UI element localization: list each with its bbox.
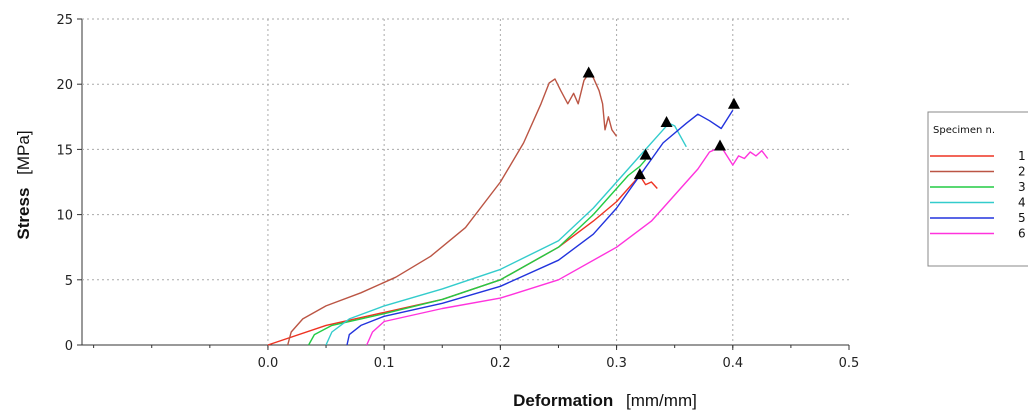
legend-label-4: 4 — [1018, 196, 1026, 210]
x-tick-label: 0.4 — [722, 356, 743, 371]
y-axis-title-main: Stress — [14, 188, 33, 240]
legend-label-2: 2 — [1018, 165, 1026, 179]
y-tick-label: 25 — [56, 13, 73, 28]
y-tick-label: 20 — [56, 78, 73, 93]
series-group — [268, 74, 768, 345]
series-line-5 — [347, 110, 733, 345]
x-tick-label: 0.5 — [839, 356, 860, 371]
legend-title: Specimen n. — [933, 125, 995, 136]
x-tick-label: 0.2 — [490, 356, 511, 371]
y-tick-label: 0 — [65, 339, 73, 354]
x-axis-title-main: Deformation — [513, 391, 613, 410]
legend-label-3: 3 — [1018, 180, 1026, 194]
y-axis-title-unit: [MPa] — [14, 130, 33, 174]
series-line-6 — [367, 147, 768, 345]
x-tick-label: 0.1 — [374, 356, 395, 371]
x-tick-label: 0.0 — [258, 356, 279, 371]
y-tick-label: 10 — [56, 209, 73, 224]
x-axis-title-unit: [mm/mm] — [626, 391, 697, 410]
y-axis-title: Stress [MPa] — [14, 130, 33, 239]
peak-marker-4 — [661, 116, 673, 127]
series-line-4 — [326, 123, 686, 345]
series-line-2 — [288, 74, 617, 345]
legend-label-6: 6 — [1018, 227, 1026, 241]
x-axis-title: Deformation [mm/mm] — [513, 391, 697, 410]
x-tick-label: 0.3 — [606, 356, 627, 371]
peak-marker-2 — [583, 66, 595, 77]
legend-label-1: 1 — [1018, 149, 1026, 163]
x-axis: 0.0 0.1 0.2 0.3 0.4 0.5 — [94, 345, 860, 371]
peak-marker-5 — [728, 98, 740, 109]
y-tick-label: 5 — [65, 274, 73, 289]
y-axis: 0 5 10 15 20 25 — [56, 13, 82, 354]
legend: Specimen n. 1 23 45 6 — [928, 112, 1028, 266]
legend-label-5: 5 — [1018, 211, 1026, 225]
y-tick-label: 15 — [56, 143, 73, 158]
series-line-3 — [309, 160, 646, 345]
peak-marker-6 — [714, 139, 726, 150]
